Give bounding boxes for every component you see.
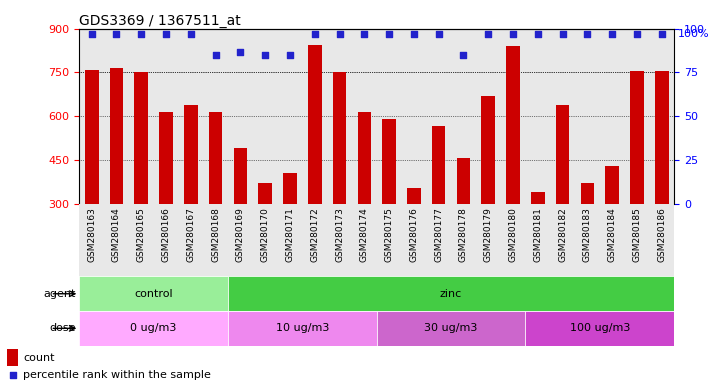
Text: GSM280172: GSM280172	[310, 207, 319, 262]
Text: 10 ug/m3: 10 ug/m3	[275, 323, 329, 333]
Bar	[184, 104, 198, 291]
Point	[508, 31, 519, 37]
Text: dose: dose	[49, 323, 76, 333]
Bar	[382, 119, 396, 291]
Point	[334, 31, 345, 37]
Bar	[376, 311, 526, 346]
Point	[656, 31, 668, 37]
Bar	[79, 311, 228, 346]
Bar	[482, 96, 495, 291]
Text: GSM280165: GSM280165	[137, 207, 146, 262]
Text: GSM280171: GSM280171	[286, 207, 294, 262]
Point	[260, 52, 271, 58]
Point	[234, 48, 246, 55]
Text: zinc: zinc	[440, 289, 462, 299]
Bar	[655, 71, 668, 291]
Point	[384, 31, 395, 37]
Bar	[506, 46, 520, 291]
Bar	[79, 276, 228, 311]
Point	[482, 31, 494, 37]
Point	[557, 31, 568, 37]
Bar	[630, 71, 644, 291]
Point	[86, 31, 97, 37]
Bar	[332, 73, 346, 291]
Point	[136, 31, 147, 37]
Bar	[308, 45, 322, 291]
Text: percentile rank within the sample: percentile rank within the sample	[23, 370, 211, 380]
Text: GSM280186: GSM280186	[658, 207, 666, 262]
Text: GSM280166: GSM280166	[162, 207, 171, 262]
Point	[160, 31, 172, 37]
Text: GDS3369 / 1367511_at: GDS3369 / 1367511_at	[79, 14, 241, 28]
Bar	[358, 112, 371, 291]
Text: GSM280168: GSM280168	[211, 207, 220, 262]
Text: GSM280163: GSM280163	[87, 207, 96, 262]
Bar	[407, 187, 421, 291]
Text: GSM280178: GSM280178	[459, 207, 468, 262]
Bar	[556, 104, 570, 291]
Text: GSM280170: GSM280170	[261, 207, 270, 262]
Bar	[283, 173, 297, 291]
Bar	[110, 68, 123, 291]
Text: GSM280169: GSM280169	[236, 207, 245, 262]
Text: agent: agent	[43, 289, 76, 299]
Text: 0 ug/m3: 0 ug/m3	[131, 323, 177, 333]
Point	[7, 372, 19, 378]
Bar	[7, 349, 18, 366]
Text: GSM280185: GSM280185	[632, 207, 642, 262]
Text: GSM280177: GSM280177	[434, 207, 443, 262]
Point	[111, 31, 123, 37]
Text: GSM280179: GSM280179	[484, 207, 492, 262]
Bar	[234, 148, 247, 291]
Bar	[526, 311, 674, 346]
Point	[631, 31, 642, 37]
Point	[532, 31, 544, 37]
Point	[458, 52, 469, 58]
Point	[582, 31, 593, 37]
Bar	[606, 166, 619, 291]
Point	[210, 52, 221, 58]
Bar	[531, 192, 544, 291]
Text: 30 ug/m3: 30 ug/m3	[425, 323, 478, 333]
Bar	[432, 126, 446, 291]
Text: GSM280184: GSM280184	[608, 207, 616, 262]
Point	[433, 31, 444, 37]
Point	[606, 31, 618, 37]
Bar	[209, 112, 223, 291]
Text: GSM280176: GSM280176	[410, 207, 418, 262]
Bar	[134, 73, 148, 291]
Bar	[85, 70, 99, 291]
Bar	[456, 158, 470, 291]
Bar	[228, 311, 377, 346]
Text: control: control	[134, 289, 173, 299]
Point	[408, 31, 420, 37]
Text: GSM280181: GSM280181	[534, 207, 542, 262]
Bar	[228, 276, 674, 311]
Text: count: count	[23, 353, 55, 363]
Text: GSM280175: GSM280175	[384, 207, 394, 262]
Text: GSM280164: GSM280164	[112, 207, 121, 262]
Text: GSM280173: GSM280173	[335, 207, 344, 262]
Point	[309, 31, 321, 37]
Bar	[580, 183, 594, 291]
Text: GSM280182: GSM280182	[558, 207, 567, 262]
Text: GSM280180: GSM280180	[508, 207, 518, 262]
Text: 100 ug/m3: 100 ug/m3	[570, 323, 630, 333]
Point	[185, 31, 197, 37]
Point	[358, 31, 370, 37]
Bar	[258, 183, 272, 291]
Text: 100%: 100%	[678, 29, 710, 39]
Text: GSM280167: GSM280167	[186, 207, 195, 262]
Bar	[159, 112, 173, 291]
Text: GSM280174: GSM280174	[360, 207, 369, 262]
Point	[284, 52, 296, 58]
Text: GSM280183: GSM280183	[583, 207, 592, 262]
